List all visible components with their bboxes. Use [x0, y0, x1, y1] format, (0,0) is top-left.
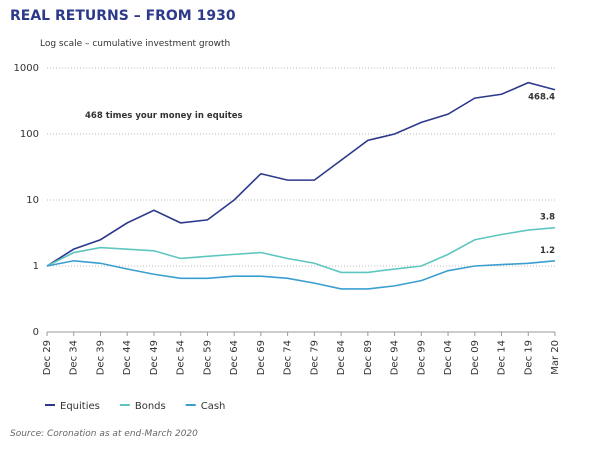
x-tick-label: Dec 19: [523, 340, 534, 375]
x-tick-label: Dec 74: [283, 340, 294, 375]
x-tick-label: Dec 04: [443, 340, 454, 375]
y-tick-label: 0: [33, 327, 39, 338]
chart-title: REAL RETURNS – FROM 1930: [10, 8, 236, 24]
legend-label: Equities: [60, 401, 100, 412]
x-tick-label: Dec 94: [390, 340, 401, 375]
x-tick-label: Dec 44: [122, 340, 133, 375]
x-tick-label: Dec 29: [42, 340, 53, 375]
x-tick-label: Dec 49: [149, 340, 160, 375]
x-tick-label: Dec 59: [202, 340, 213, 375]
y-tick-label: 100: [20, 129, 39, 140]
y-tick-label: 10: [26, 195, 39, 206]
x-tick-label: Dec 89: [363, 340, 374, 375]
legend-label: Cash: [201, 401, 226, 412]
x-tick-label: Dec 39: [95, 340, 106, 375]
x-tick-label: Dec 79: [309, 340, 320, 375]
data-label: 3.8: [540, 213, 555, 223]
x-tick-label: Dec 64: [229, 340, 240, 375]
y-tick-label: 1: [33, 261, 39, 272]
x-tick-label: Dec 54: [176, 340, 187, 375]
annotation: 468 times your money in equites: [85, 111, 243, 121]
subtitle: Log scale – cumulative investment growth: [40, 39, 230, 49]
x-tick-label: Mar 20: [550, 340, 561, 375]
data-label: 468.4: [528, 93, 555, 103]
source: Source: Coronation as at end-March 2020: [10, 429, 198, 439]
legend-label: Bonds: [135, 401, 166, 412]
series-line: [46, 259, 556, 290]
x-tick-label: Dec 69: [256, 340, 267, 375]
series-line: [46, 226, 556, 274]
x-tick-label: Dec 34: [69, 340, 80, 375]
data-label: 1.2: [540, 246, 555, 256]
x-tick-label: Dec 09: [470, 340, 481, 375]
x-tick-label: Dec 84: [336, 340, 347, 375]
y-tick-label: 1000: [14, 63, 39, 74]
x-tick-label: Dec 14: [497, 340, 508, 375]
series-line: [46, 81, 556, 267]
x-tick-label: Dec 99: [416, 340, 427, 375]
